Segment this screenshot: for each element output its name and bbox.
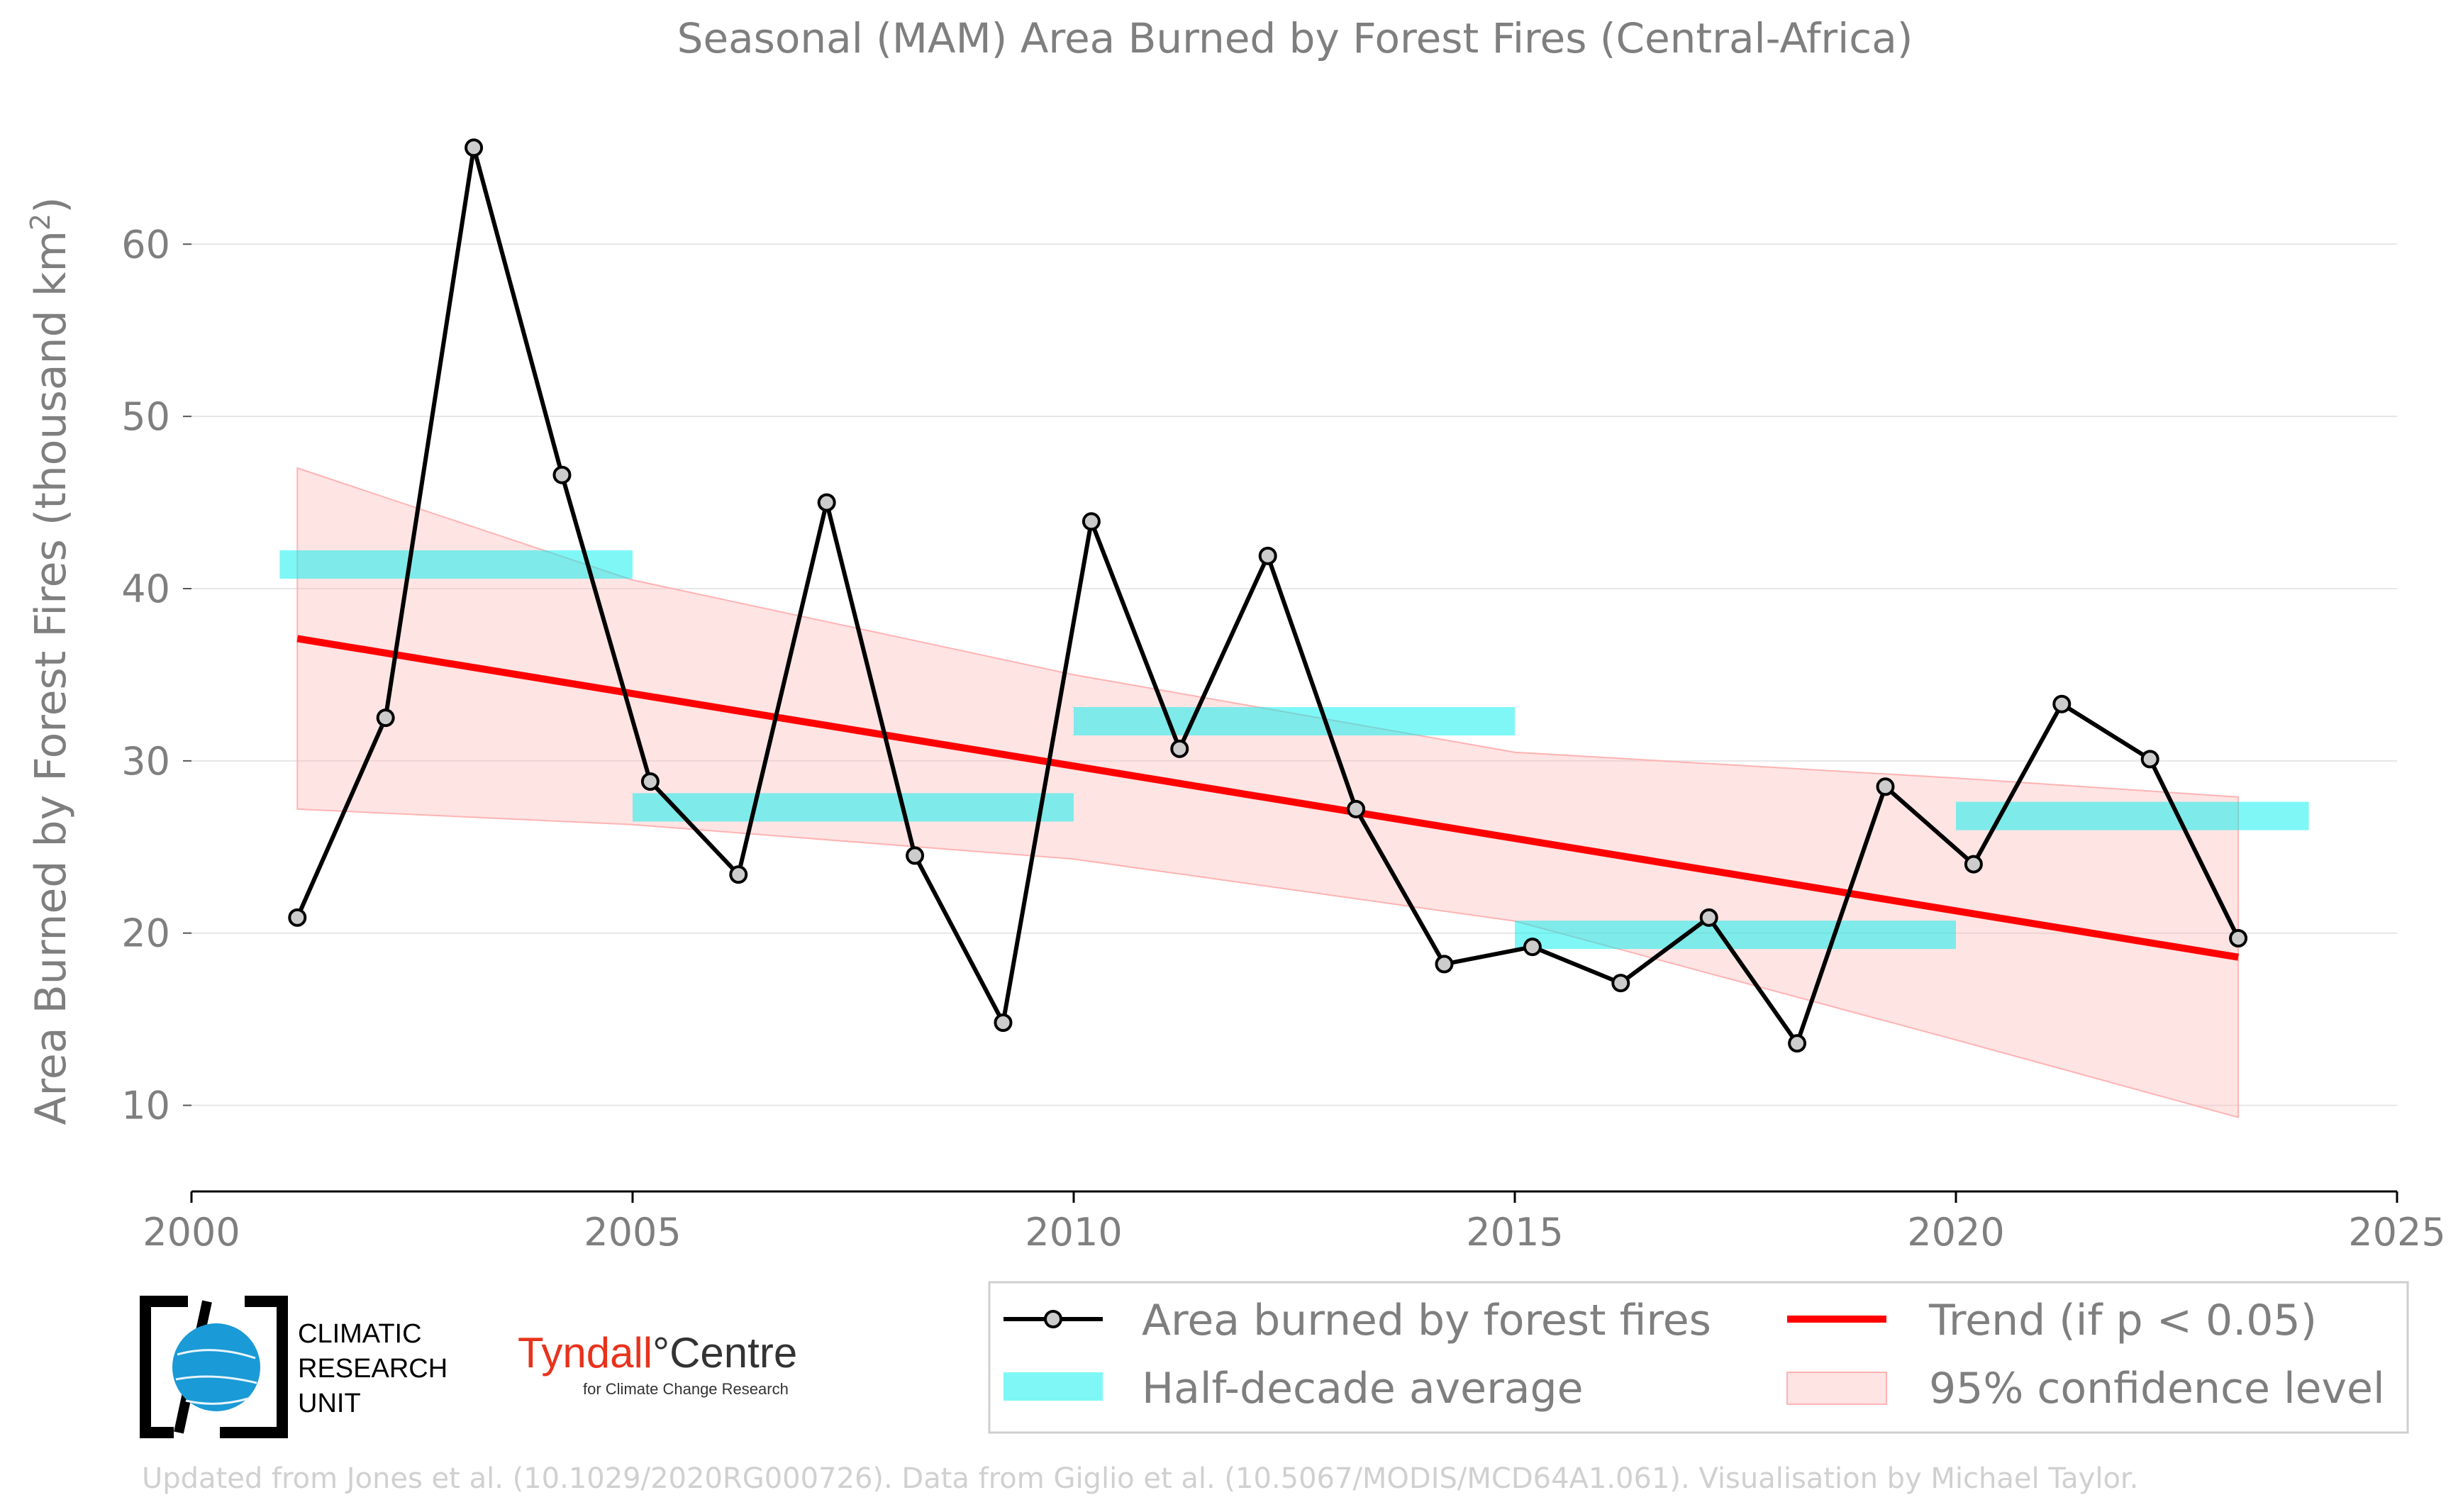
data-point-19 (1964, 855, 1983, 874)
data-point-17 (1788, 1034, 1807, 1053)
chart-title: Seasonal (MAM) Area Burned by Forest Fir… (677, 14, 1913, 62)
trend-line (296, 635, 2239, 961)
x-tick-label-2025: 2025 (2348, 1210, 2445, 1255)
y-tick-labels: 10 20 30 40 50 60 (121, 222, 170, 1128)
data-point-22 (2229, 929, 2248, 947)
confidence-band-area (296, 467, 2240, 1118)
y-axis-label-sup: 2 (25, 213, 56, 230)
data-point-18 (1876, 777, 1895, 796)
tyndall-name: Tyndall (518, 1329, 652, 1377)
y-tick-label-10: 10 (121, 1084, 170, 1128)
y-tick-label-50: 50 (121, 394, 170, 439)
footer-credit: Updated from Jones et al. (10.1029/2020R… (142, 1462, 2138, 1495)
cru-bracket-right-icon (220, 1296, 288, 1438)
data-point-3 (552, 465, 572, 484)
legend-confidence-swatch (1786, 1372, 1887, 1405)
y-tick-label-60: 60 (121, 222, 170, 267)
half-decade-bar-0 (279, 550, 633, 579)
x-tick-label-2020: 2020 (1907, 1210, 2004, 1255)
cru-line-3: UNIT (298, 1389, 361, 1418)
data-point-12 (1347, 799, 1366, 818)
y-axis-label-main: Area Burned by Forest Fires (thousand km (26, 230, 76, 1125)
data-point-8 (994, 1013, 1013, 1032)
tyndall-subtitle: for Climate Change Research (583, 1380, 789, 1398)
data-point-10 (1170, 739, 1189, 758)
y-axis-label: Area Burned by Forest Fires (thousand km… (25, 196, 76, 1125)
globe-lines-icon (175, 1349, 257, 1405)
data-point-20 (2052, 694, 2072, 713)
y-tick-label-30: 30 (121, 739, 170, 784)
y-axis-label-end: ) (26, 196, 76, 213)
series-group (288, 138, 2248, 1053)
half-decade-bar-2 (1074, 707, 1515, 735)
legend: Area burned by forest fires Half-decade … (988, 1281, 2409, 1434)
data-point-6 (817, 493, 836, 512)
data-point-1 (376, 708, 395, 728)
half-decade-bar-3 (1515, 921, 1956, 950)
data-point-13 (1435, 955, 1454, 974)
trend-line-group (296, 635, 2239, 961)
x-tick-label-2015: 2015 (1466, 1210, 1563, 1255)
legend-trend-label: Trend (if p < 0.05) (1928, 1296, 2317, 1345)
x-tick-label-2010: 2010 (1025, 1210, 1122, 1255)
axes (190, 1190, 2398, 1203)
data-point-21 (2140, 750, 2159, 769)
data-point-16 (1699, 908, 1718, 927)
x-tick-label-2000: 2000 (143, 1210, 240, 1255)
y-tick-label-20: 20 (121, 911, 170, 956)
x-tick-label-2005: 2005 (584, 1210, 681, 1255)
cru-bracket-left-icon (140, 1296, 188, 1438)
x-tick-labels: 2000 2005 2010 2015 2020 2025 (143, 1210, 2445, 1255)
y-tick-label-40: 40 (121, 567, 170, 611)
globe-icon (172, 1323, 260, 1411)
cru-line-2: RESEARCH (298, 1354, 447, 1384)
data-point-5 (729, 865, 748, 884)
legend-series-marker (1044, 1310, 1062, 1328)
half-decade-bar-1 (633, 793, 1074, 822)
legend-half-decade-label: Half-decade average (1142, 1364, 1584, 1413)
data-point-14 (1523, 938, 1542, 957)
confidence-band (296, 467, 2240, 1118)
legend-confidence-label: 95% confidence level (1929, 1364, 2385, 1413)
legend-box (988, 1281, 2409, 1434)
half-decade-bars (279, 550, 2309, 950)
legend-half-decade-swatch (1003, 1372, 1103, 1401)
data-point-11 (1258, 546, 1277, 565)
cru-line-1: CLIMATIC (298, 1319, 422, 1349)
tyndall-centre: °Centre (652, 1329, 797, 1377)
data-point-0 (288, 908, 307, 927)
data-point-7 (906, 846, 925, 865)
cru-logo: CLIMATIC RESEARCH UNIT (140, 1296, 447, 1438)
tyndall-logo: Tyndall°Centre for Climate Change Resear… (518, 1329, 797, 1398)
data-point-15 (1611, 974, 1630, 993)
legend-series-label: Area burned by forest fires (1142, 1296, 1711, 1345)
data-point-2 (465, 138, 484, 157)
tyndall-wordmark: Tyndall°Centre (518, 1329, 797, 1377)
data-point-9 (1082, 512, 1101, 531)
grid-lines (183, 243, 2397, 1106)
data-point-4 (640, 772, 660, 791)
half-decade-bar-4 (1956, 801, 2309, 830)
